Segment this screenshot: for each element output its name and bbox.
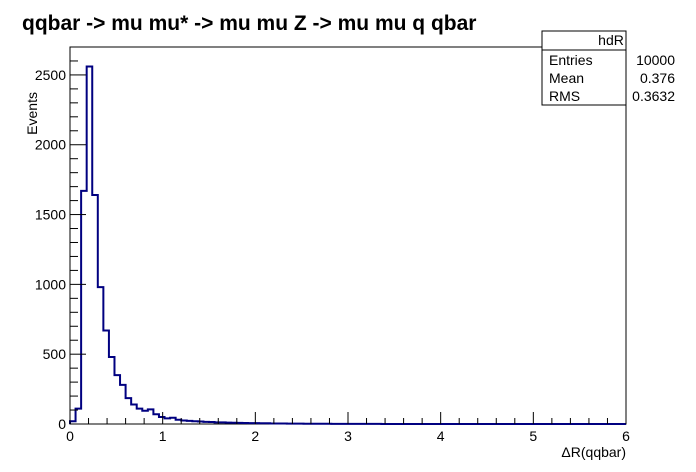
x-tick-label: 6 — [622, 428, 630, 444]
histogram-bin — [142, 411, 148, 424]
x-tick-label: 1 — [159, 428, 167, 444]
y-tick-label: 0 — [58, 416, 66, 432]
stats-entries-value: 10000 — [636, 52, 675, 68]
stats-box: hdR Entries 10000 Mean 0.376 RMS 0.3632 — [541, 30, 675, 106]
y-tick-label: 1500 — [35, 207, 66, 223]
stats-mean-value: 0.376 — [640, 70, 675, 86]
chart-title: qqbar -> mu mu* -> mu mu Z -> mu mu q qb… — [22, 12, 476, 35]
x-tick-label: 4 — [437, 428, 445, 444]
axes-layer: 0 1 2 3 4 5 6 0 500 1000 1500 2000 2500 — [35, 46, 630, 444]
y-tick-label: 1000 — [35, 276, 66, 292]
y-tick-label: 2500 — [35, 67, 66, 83]
histogram-line — [69, 65, 626, 425]
stats-name: hdR — [598, 32, 624, 48]
x-tick-label: 2 — [251, 428, 259, 444]
x-tick-label: 5 — [529, 428, 537, 444]
stats-rms-label: RMS — [549, 88, 580, 104]
histogram-layer — [69, 65, 626, 425]
y-tick-label: 2000 — [35, 137, 66, 153]
x-tick-label: 0 — [66, 428, 74, 444]
x-tick-label: 3 — [344, 428, 352, 444]
y-tick-label: 500 — [43, 346, 67, 362]
x-axis-label: ΔR(qqbar) — [561, 444, 626, 460]
y-axis-label: Events — [24, 92, 40, 135]
stats-rms-value: 0.3632 — [632, 88, 675, 104]
stats-mean-label: Mean — [549, 70, 584, 86]
stats-entries-label: Entries — [549, 52, 593, 68]
